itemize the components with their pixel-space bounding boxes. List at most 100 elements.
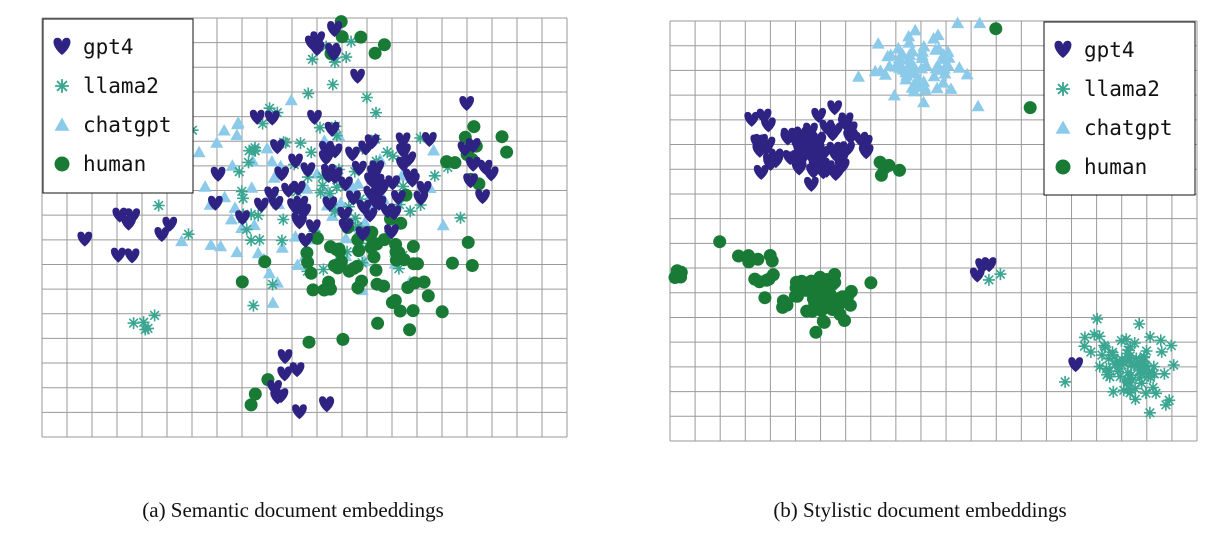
point-human (304, 266, 318, 280)
point-llama2 (1078, 340, 1091, 353)
point-human (408, 276, 422, 290)
point-chatgpt (247, 218, 261, 231)
point-gpt4 (842, 121, 858, 137)
point-gpt4 (806, 137, 821, 153)
point-llama2 (1114, 370, 1127, 383)
point-human (347, 261, 361, 275)
point-chatgpt (245, 181, 259, 193)
point-human (732, 249, 745, 263)
point-gpt4 (465, 156, 481, 172)
point-human (435, 305, 449, 319)
point-chatgpt (275, 241, 289, 253)
point-llama2 (342, 200, 355, 213)
point-llama2 (354, 193, 367, 206)
point-gpt4 (154, 227, 170, 242)
point-gpt4 (364, 134, 380, 150)
point-gpt4 (337, 206, 353, 222)
legend-label-gpt4: gpt4 (83, 35, 134, 59)
point-chatgpt (267, 171, 281, 183)
point-llama2 (1116, 353, 1128, 366)
point-llama2 (266, 278, 279, 291)
point-chatgpt (951, 16, 965, 29)
legend-marker-llama2 (1056, 82, 1070, 96)
point-gpt4 (277, 349, 293, 365)
point-llama2 (1134, 364, 1146, 377)
point-gpt4 (270, 389, 286, 405)
point-llama2 (1102, 352, 1115, 365)
point-gpt4 (208, 195, 223, 211)
legend-label-chatgpt: chatgpt (1084, 116, 1173, 140)
point-gpt4 (752, 142, 768, 158)
point-gpt4 (811, 107, 827, 123)
panel-stylistic: gpt4 llama2 chatgpt human (b) Stylistic doc… (668, 16, 1198, 522)
point-llama2 (370, 155, 383, 168)
point-gpt4 (274, 166, 290, 182)
point-chatgpt (931, 28, 945, 40)
point-llama2 (1143, 367, 1156, 380)
point-gpt4 (289, 362, 305, 378)
point-human (809, 325, 823, 339)
legend-marker-gpt4 (53, 37, 71, 56)
point-llama2 (1078, 331, 1091, 344)
point-gpt4 (124, 248, 140, 264)
point-llama2 (317, 263, 330, 276)
point-gpt4 (761, 117, 776, 133)
point-llama2 (1122, 376, 1135, 389)
point-gpt4 (396, 156, 411, 172)
point-chatgpt (231, 116, 245, 128)
point-gpt4 (768, 153, 784, 169)
point-chatgpt (960, 67, 974, 80)
legend-marker-human (1055, 159, 1071, 175)
legend-label-llama2: llama2 (1084, 77, 1160, 101)
point-llama2 (277, 213, 290, 226)
point-llama2 (256, 117, 269, 130)
point-human (351, 281, 365, 295)
legend-label-gpt4: gpt4 (1084, 38, 1135, 62)
point-human (235, 275, 249, 289)
point-human (751, 252, 765, 266)
point-chatgpt (265, 155, 279, 167)
legend-label-chatgpt: chatgpt (83, 113, 172, 137)
point-human (421, 289, 435, 303)
point-human (406, 304, 420, 318)
point-llama2 (393, 198, 406, 211)
point-gpt4 (380, 203, 396, 219)
point-gpt4 (825, 126, 841, 142)
point-chatgpt (936, 76, 950, 88)
point-llama2 (137, 316, 150, 329)
point-gpt4 (857, 134, 873, 150)
point-human (328, 259, 341, 273)
point-llama2 (370, 106, 382, 119)
point-gpt4 (413, 190, 429, 206)
point-llama2 (340, 51, 353, 64)
point-gpt4 (780, 130, 796, 146)
point-llama2 (348, 165, 361, 178)
point-chatgpt (873, 64, 887, 76)
point-chatgpt (927, 69, 941, 82)
point-human (306, 283, 320, 297)
point-llama2 (294, 137, 307, 150)
point-llama2 (182, 228, 195, 241)
point-llama2 (1147, 381, 1160, 394)
point-gpt4 (305, 219, 321, 235)
point-llama2 (1112, 359, 1125, 372)
point-gpt4 (858, 144, 874, 160)
point-chatgpt (358, 216, 372, 228)
point-llama2 (1111, 355, 1123, 367)
point-chatgpt (262, 266, 276, 279)
point-gpt4 (324, 121, 340, 137)
point-gpt4 (355, 226, 371, 242)
point-gpt4 (969, 267, 985, 283)
point-chatgpt (971, 99, 985, 112)
point-llama2 (1159, 398, 1172, 411)
point-gpt4 (327, 21, 343, 36)
point-chatgpt (917, 75, 931, 87)
point-llama2 (1099, 341, 1112, 354)
point-human (389, 245, 403, 259)
point-gpt4 (125, 208, 141, 224)
legend-marker-chatgpt (1055, 120, 1071, 134)
point-llama2 (302, 87, 315, 100)
point-chatgpt (427, 144, 441, 156)
point-gpt4 (834, 158, 850, 174)
point-gpt4 (270, 139, 285, 155)
